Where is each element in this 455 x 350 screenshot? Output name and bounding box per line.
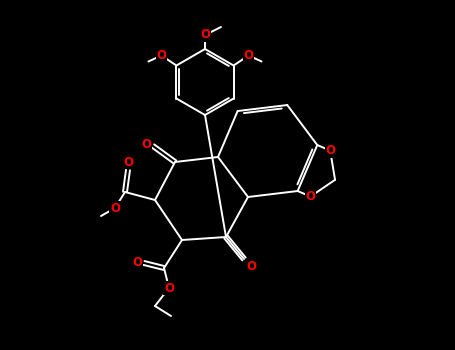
Text: O: O — [325, 144, 335, 157]
Text: O: O — [132, 257, 142, 270]
Text: O: O — [157, 49, 167, 62]
Text: O: O — [200, 28, 210, 42]
Text: O: O — [246, 260, 256, 273]
Text: O: O — [141, 138, 151, 150]
Text: O: O — [164, 281, 174, 294]
Text: O: O — [123, 155, 133, 168]
Text: O: O — [243, 49, 253, 62]
Text: O: O — [110, 202, 120, 215]
Text: O: O — [305, 190, 315, 203]
